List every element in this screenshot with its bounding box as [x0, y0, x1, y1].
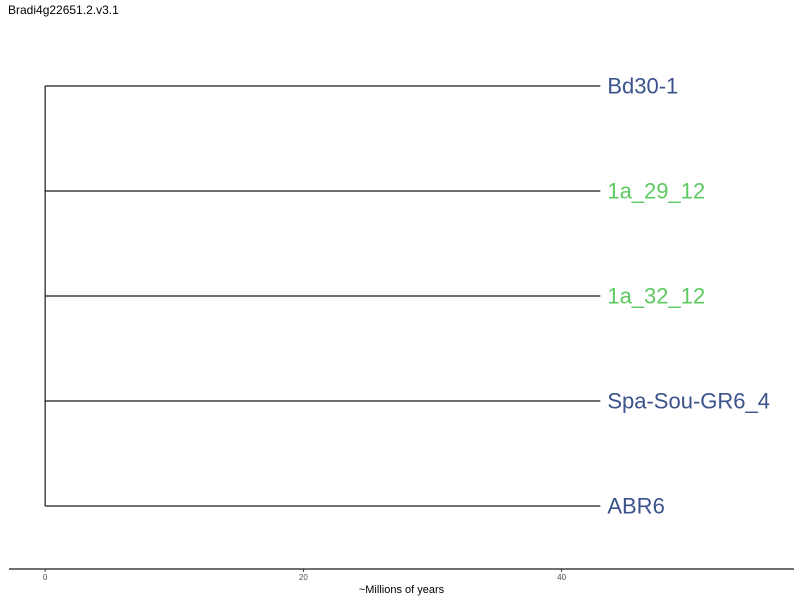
leaf-label: 1a_32_12 — [607, 284, 705, 309]
branches-group — [44, 85, 601, 507]
leaf-label: ABR6 — [607, 494, 664, 519]
x-tick-label: 20 — [299, 573, 308, 582]
chart-title: Bradi4g22651.2.v3.1 — [8, 3, 119, 17]
x-axis-ticks: 0 20 40 — [43, 569, 567, 582]
x-tick-label: 0 — [43, 573, 48, 582]
leaf-label: Bd30-1 — [607, 74, 678, 99]
x-tick-label: 40 — [557, 573, 566, 582]
x-axis-title: ~Millions of years — [359, 584, 445, 596]
leaf-labels-group: Bd30-1 1a_29_12 1a_32_12 Spa-Sou-GR6_4 ABR6 — [607, 74, 770, 519]
leaf-label: 1a_29_12 — [607, 179, 705, 204]
leaf-label: Spa-Sou-GR6_4 — [607, 389, 770, 414]
